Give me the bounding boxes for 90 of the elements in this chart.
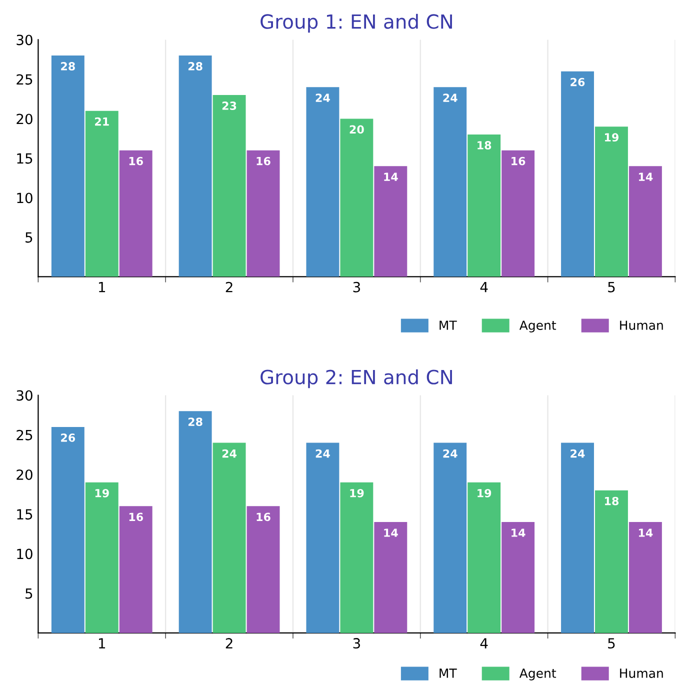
bar	[595, 490, 628, 633]
data-label: 14	[512, 528, 526, 537]
y-tick-label: 10	[17, 192, 32, 204]
y-tick-label: 25	[16, 74, 32, 85]
data-label: 14	[638, 528, 653, 537]
data-label: 20	[350, 125, 364, 134]
data-label: 26	[570, 78, 585, 86]
y-tick-label: 20	[16, 469, 32, 480]
y-tick-label: 30	[16, 390, 32, 401]
x-tick-label: 3	[353, 282, 360, 292]
y-tick-label: 5	[26, 232, 32, 243]
bar	[212, 95, 246, 277]
data-label: 28	[61, 62, 75, 70]
bar	[468, 482, 501, 633]
x-tick-label: 1	[99, 638, 106, 648]
bar	[340, 118, 374, 277]
bar	[434, 87, 467, 277]
y-tick-label: 15	[17, 153, 32, 164]
data-label: 21	[95, 117, 109, 126]
legend-label: Human	[620, 320, 663, 330]
data-label: 16	[512, 156, 526, 166]
chart-title: Group 1: EN and CN	[260, 14, 452, 33]
bar	[628, 166, 662, 277]
y-tick-label: 10	[17, 548, 32, 560]
legend-label: Agent	[519, 320, 556, 332]
data-label: 24	[316, 94, 330, 102]
data-label: 16	[129, 156, 143, 166]
data-label: 24	[316, 449, 330, 458]
bar	[502, 522, 535, 633]
data-label: 14	[384, 172, 398, 181]
bar	[595, 126, 628, 277]
bar	[85, 110, 118, 277]
data-label: 18	[478, 141, 492, 150]
data-label: 14	[638, 172, 653, 181]
data-label: 24	[570, 449, 585, 458]
data-label: 14	[384, 528, 398, 537]
chart-title: Group 2: EN and CN	[260, 369, 452, 388]
data-label: 18	[605, 496, 619, 506]
bar	[246, 150, 280, 277]
bar	[561, 442, 594, 633]
data-label: 19	[605, 133, 618, 142]
bar	[306, 87, 340, 277]
legend-label: MT	[440, 320, 457, 330]
x-tick-label: 4	[480, 282, 488, 292]
data-label: 16	[256, 512, 270, 522]
y-tick-label: 15	[17, 509, 32, 520]
data-label: 24	[222, 449, 237, 458]
data-label: 28	[188, 62, 202, 70]
bar	[374, 522, 408, 633]
bar	[434, 442, 467, 633]
y-tick-label: 25	[16, 430, 32, 440]
x-tick-label: 5	[608, 638, 615, 649]
x-tick-label: 1	[99, 282, 106, 292]
data-label: 24	[443, 449, 458, 458]
bar	[468, 134, 501, 277]
bar	[374, 166, 408, 277]
data-label: 19	[478, 488, 492, 498]
data-label: 19	[95, 488, 109, 498]
bar	[51, 56, 84, 277]
y-tick-label: 20	[16, 114, 32, 124]
x-tick-label: 4	[480, 638, 488, 648]
data-label: 26	[61, 433, 76, 442]
x-tick-label: 3	[353, 638, 360, 649]
bar	[628, 522, 662, 633]
data-label: 16	[256, 156, 270, 166]
bar	[119, 506, 152, 633]
y-tick-label: 5	[26, 588, 32, 599]
bar	[85, 482, 118, 633]
data-label: 23	[222, 102, 236, 110]
x-tick-label: 2	[226, 282, 232, 292]
bar	[119, 150, 152, 277]
legend-label: Human	[620, 668, 663, 678]
data-label: 24	[443, 94, 458, 102]
bar	[502, 150, 535, 277]
data-label: 19	[350, 488, 364, 498]
data-label: 28	[188, 418, 202, 426]
data-label: 16	[129, 512, 143, 522]
bar	[178, 56, 212, 277]
x-tick-label: 5	[608, 282, 615, 292]
bar	[212, 442, 246, 633]
y-tick-label: 30	[16, 34, 32, 46]
bar	[561, 71, 594, 277]
bar	[306, 442, 340, 633]
bar	[340, 482, 374, 633]
legend-label: Agent	[519, 668, 556, 680]
bar	[246, 506, 280, 633]
bar	[178, 411, 212, 633]
x-tick-label: 2	[226, 638, 232, 648]
legend-label: MT	[440, 668, 457, 678]
bar	[51, 426, 84, 633]
